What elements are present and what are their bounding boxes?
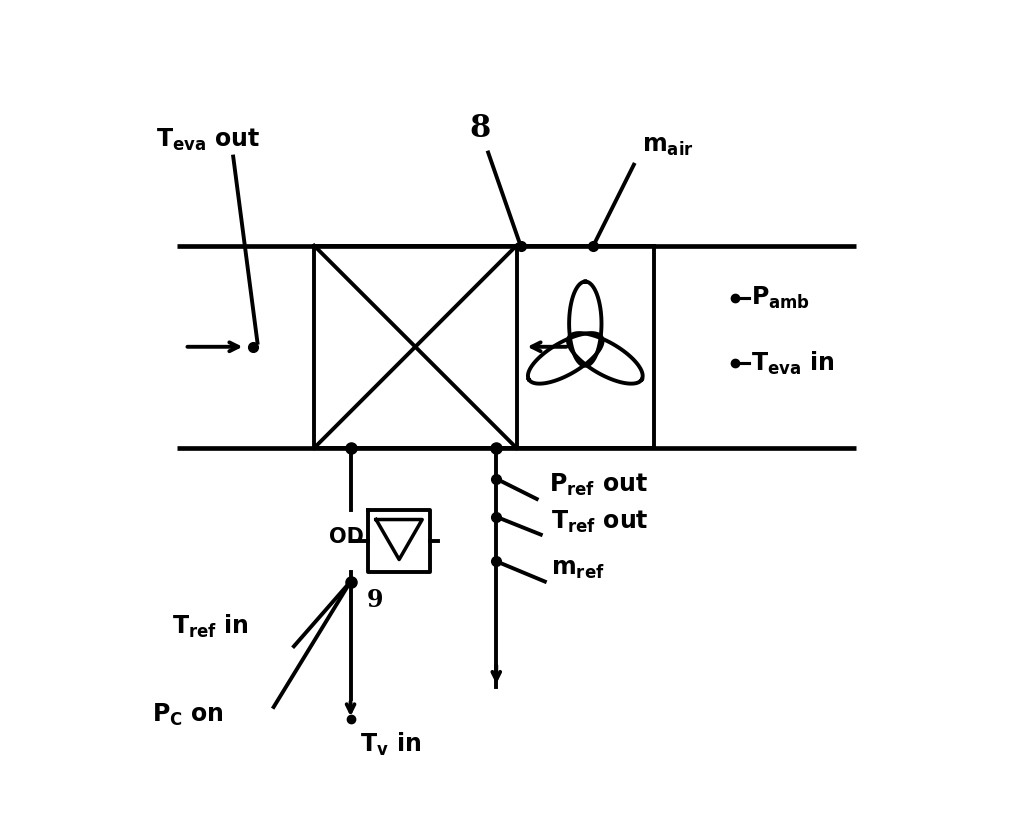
Text: P$_{\mathregular{amb}}$: P$_{\mathregular{amb}}$	[751, 285, 810, 311]
Text: OD: OD	[330, 527, 365, 547]
Text: T$_{\mathregular{ref}}$ in: T$_{\mathregular{ref}}$ in	[173, 612, 249, 640]
Text: T$_{\mathregular{eva}}$ out: T$_{\mathregular{eva}}$ out	[156, 126, 260, 152]
Text: m$_{\mathregular{ref}}$: m$_{\mathregular{ref}}$	[552, 557, 605, 581]
Text: m$_{\mathregular{air}}$: m$_{\mathregular{air}}$	[641, 134, 694, 158]
Text: P$_{\mathregular{ref}}$ out: P$_{\mathregular{ref}}$ out	[549, 472, 648, 498]
Text: T$_{\mathregular{ref}}$ out: T$_{\mathregular{ref}}$ out	[552, 509, 649, 535]
Text: T$_{\mathregular{eva}}$ in: T$_{\mathregular{eva}}$ in	[751, 350, 835, 377]
Text: 8: 8	[469, 113, 491, 144]
Text: T$_{\mathregular{v}}$ in: T$_{\mathregular{v}}$ in	[361, 731, 421, 759]
Text: P$_{\mathregular{C}}$ on: P$_{\mathregular{C}}$ on	[152, 702, 224, 728]
Text: 9: 9	[367, 588, 383, 612]
